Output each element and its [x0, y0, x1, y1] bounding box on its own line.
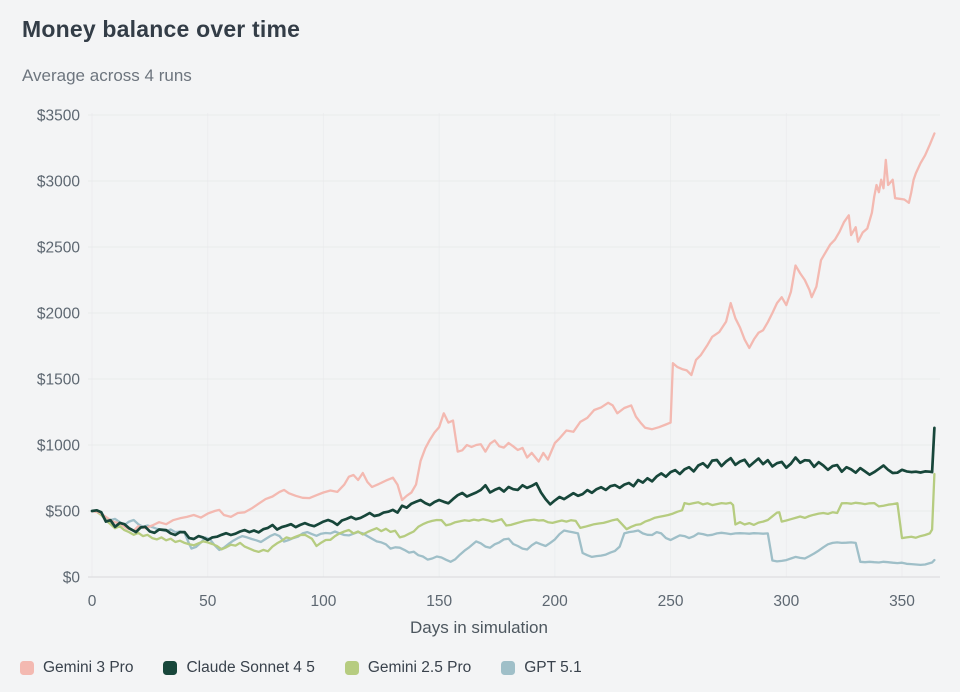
- legend-swatch-icon: [163, 661, 178, 675]
- x-axis-title: Days in simulation: [0, 618, 960, 638]
- line-claude-sonnet-4-5: [90, 426, 936, 542]
- legend-swatch-icon: [20, 661, 34, 675]
- line-gpt-5-1: [90, 509, 936, 567]
- legend-label: GPT 5.1: [524, 659, 582, 676]
- x-axis-title-text: Days in simulation: [410, 618, 548, 637]
- x-tick-label: 50: [199, 593, 217, 610]
- y-tick-label: $1500: [37, 372, 80, 389]
- y-tick-label: $2500: [37, 240, 80, 257]
- y-tick-label: $3500: [37, 108, 80, 125]
- legend-item-gemini-3-pro[interactable]: Gemini 3 Pro: [20, 659, 133, 677]
- legend-item-claude-sonnet-4-5[interactable]: Claude Sonnet 4 5: [163, 659, 315, 677]
- line-gemini-3-pro: [90, 132, 936, 532]
- chart-legend: Gemini 3 Pro Claude Sonnet 4 5 Gemini 2.…: [20, 655, 582, 681]
- y-tick-label: $500: [46, 504, 81, 521]
- line-gemini-2-5-pro: [90, 472, 936, 554]
- legend-item-gpt-5-1[interactable]: GPT 5.1: [501, 659, 582, 677]
- x-tick-label: 100: [310, 593, 336, 610]
- y-tick-label: $1000: [37, 438, 80, 455]
- chart-subtitle: Average across 4 runs: [22, 66, 192, 85]
- x-tick-label: 250: [658, 593, 684, 610]
- x-tick-label: 200: [542, 593, 568, 610]
- legend-swatch-icon: [344, 661, 359, 675]
- chart-title: Money balance over time: [22, 16, 301, 42]
- y-tick-label: $3000: [37, 174, 80, 191]
- x-tick-label: 350: [889, 593, 915, 610]
- legend-label: Claude Sonnet 4 5: [186, 659, 315, 676]
- x-tick-label: 0: [88, 593, 97, 610]
- legend-label: Gemini 3 Pro: [43, 659, 134, 676]
- x-tick-label: 150: [426, 593, 452, 610]
- y-tick-label: $2000: [37, 306, 80, 323]
- x-tick-label: 300: [773, 593, 799, 610]
- legend-swatch-icon: [501, 661, 516, 675]
- legend-item-gemini-2-5-pro[interactable]: Gemini 2.5 Pro: [344, 659, 472, 677]
- legend-label: Gemini 2.5 Pro: [367, 659, 472, 676]
- y-tick-label: $0: [63, 570, 81, 587]
